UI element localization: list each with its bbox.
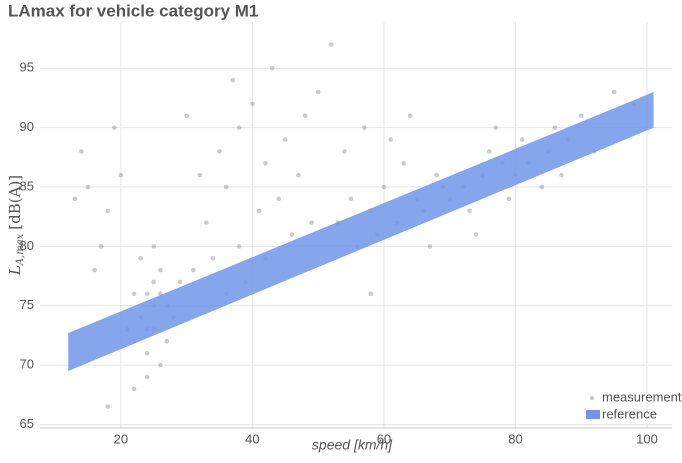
point	[230, 77, 235, 83]
point	[263, 160, 268, 166]
point	[177, 279, 183, 285]
point	[118, 172, 124, 178]
point	[217, 149, 222, 154]
y-tick-label: 80	[20, 238, 34, 253]
point	[250, 101, 255, 107]
point	[401, 160, 406, 166]
point	[289, 232, 295, 237]
point	[138, 255, 143, 261]
point	[197, 172, 203, 178]
point	[519, 137, 525, 142]
point	[283, 137, 288, 142]
point	[269, 65, 275, 71]
legend-marker	[586, 410, 600, 419]
point	[381, 184, 387, 190]
point	[329, 42, 334, 47]
point	[164, 339, 170, 344]
point	[236, 125, 242, 130]
point	[388, 137, 393, 142]
point	[98, 244, 104, 249]
point	[434, 172, 439, 178]
point	[204, 220, 209, 225]
point	[493, 125, 499, 130]
point	[473, 232, 479, 237]
point	[72, 196, 78, 202]
legend-marker	[590, 396, 594, 400]
x-tick-label: 100	[636, 431, 658, 446]
point	[552, 125, 558, 130]
point	[611, 89, 617, 95]
point	[79, 149, 84, 154]
y-tick-label: 70	[20, 357, 34, 372]
point	[256, 208, 262, 214]
x-tick-label: 20	[114, 431, 128, 446]
point	[223, 184, 229, 190]
y-label-sub: A,max	[15, 233, 26, 266]
legend-label: reference	[602, 406, 657, 421]
point	[144, 350, 150, 356]
x-tick-label: 60	[377, 431, 391, 446]
y-label-main: L	[6, 265, 24, 276]
point	[158, 267, 163, 273]
point	[210, 255, 216, 261]
y-tick-label: 75	[20, 297, 34, 312]
point	[151, 279, 157, 285]
point	[486, 149, 492, 154]
point	[151, 244, 157, 249]
point	[559, 172, 564, 178]
y-tick-label: 95	[20, 60, 34, 75]
point	[467, 208, 472, 214]
y-tick-label: 90	[20, 119, 34, 134]
reference-band	[68, 92, 654, 372]
point	[184, 113, 189, 119]
point	[315, 89, 321, 95]
point	[105, 208, 111, 214]
legend-label: measurement	[602, 389, 682, 404]
point	[578, 113, 584, 119]
x-tick-label: 80	[508, 431, 522, 446]
x-tick-label: 40	[245, 431, 259, 446]
y-label-unit: [dB(A)]	[6, 175, 24, 230]
point	[92, 267, 97, 273]
point	[158, 362, 163, 368]
point	[236, 244, 242, 249]
point	[407, 113, 413, 119]
point	[112, 125, 117, 130]
point	[368, 291, 374, 297]
point	[506, 196, 512, 202]
chart-title: LAmax for vehicle category M1	[8, 1, 258, 20]
y-tick-label: 65	[20, 416, 34, 431]
point	[296, 172, 301, 178]
point	[348, 196, 354, 202]
point	[144, 374, 150, 380]
point	[427, 244, 433, 249]
point	[361, 125, 367, 130]
point	[276, 196, 282, 202]
x-axis-label: speed [km/h]	[312, 437, 393, 453]
y-tick-label: 85	[20, 178, 34, 193]
point	[85, 184, 91, 190]
point	[309, 220, 314, 225]
point	[539, 184, 545, 190]
point	[131, 386, 137, 392]
point	[144, 291, 150, 297]
point	[190, 267, 196, 273]
point	[105, 404, 111, 409]
point	[131, 291, 137, 297]
y-axis-label: LA,max [dB(A)]	[6, 175, 26, 276]
point	[342, 149, 347, 154]
point	[302, 113, 308, 119]
